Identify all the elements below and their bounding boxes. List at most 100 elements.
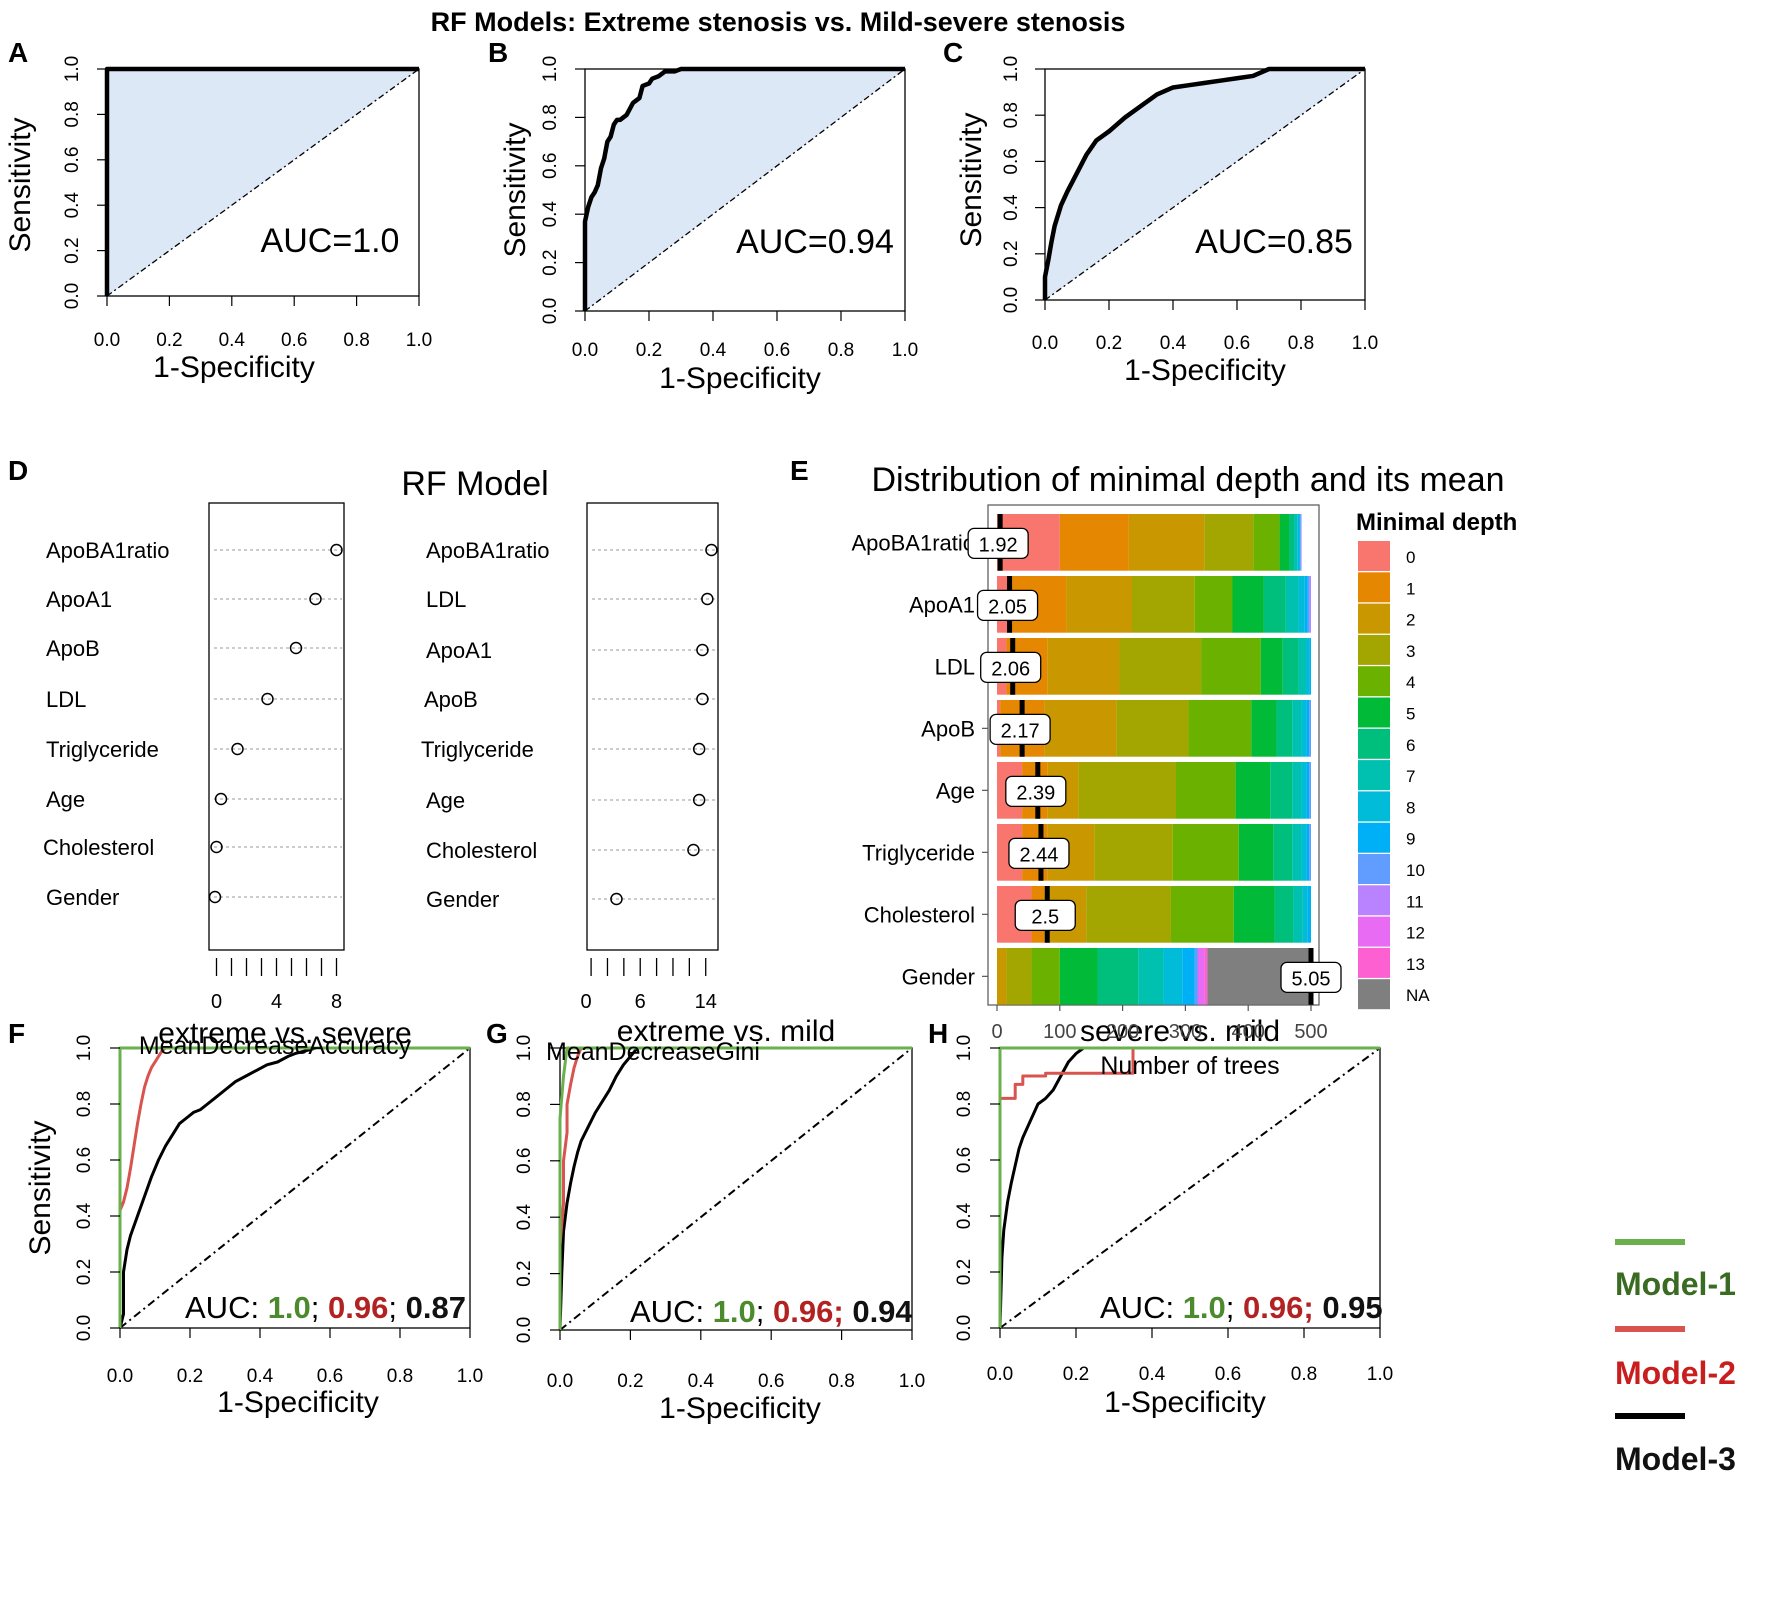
- auc-label-B: AUC=0.94: [736, 223, 894, 261]
- x-tick-label: 0.4: [219, 330, 246, 351]
- variable-label: ApoA1: [909, 592, 975, 617]
- stack-segment-depth-6: [1289, 514, 1295, 571]
- x-tick-label: 0.8: [1291, 1364, 1317, 1385]
- mean-depth-box: [989, 713, 1051, 745]
- legend-title: Minimal depth: [1356, 509, 1517, 536]
- legend-swatch-0: [1358, 541, 1390, 571]
- y-tick-label: 0.0: [540, 298, 561, 324]
- stack-segment-depth-10: [1307, 576, 1310, 633]
- y-tick-label: 1.0: [74, 1035, 95, 1061]
- legend-label: 1: [1406, 579, 1415, 598]
- y-tick-label: 0.0: [74, 1315, 95, 1341]
- panel-letter-G: G: [486, 1018, 508, 1049]
- auc-label-H: AUC: 1.0; 0.96; 0.95: [1100, 1290, 1383, 1325]
- mean-depth-box: [976, 589, 1039, 621]
- auc-separator: [844, 1294, 853, 1329]
- panel-title-D: RF Model: [401, 465, 548, 503]
- variable-label: Triglyceride: [46, 737, 159, 762]
- y-tick-label: 0.2: [514, 1260, 535, 1286]
- stack-segment-depth-2: [1066, 576, 1133, 633]
- mean-depth-box: [980, 651, 1042, 683]
- y-tick-label: 0.4: [514, 1204, 535, 1231]
- y-tick-label: 0.6: [62, 147, 83, 173]
- y-tick-label: 0.2: [62, 237, 83, 263]
- stack-segment-depth-4: [1031, 948, 1060, 1005]
- y-axis-title-A: Sensitivity: [4, 117, 37, 252]
- x-tick-label: 0.2: [1096, 333, 1122, 354]
- stack-segment-depth-8: [1297, 514, 1300, 571]
- stack-segment-depth-11: [1309, 576, 1311, 633]
- panel-letter-B: B: [488, 37, 508, 68]
- model-legend-label-2: Model-2: [1615, 1355, 1736, 1391]
- y-tick-label: 0.0: [1001, 287, 1022, 313]
- dot-point: [687, 843, 700, 857]
- y-tick-label: 1.0: [954, 1035, 975, 1061]
- variable-label: Triglyceride: [862, 840, 975, 865]
- auc-value-model-2: 0.96;: [773, 1294, 844, 1329]
- stack-segment-depth-6: [1273, 824, 1293, 881]
- stack-segment-depth-4: [1172, 824, 1239, 881]
- x-tick-label: 200: [1106, 1021, 1139, 1043]
- variable-label: Age: [936, 778, 975, 803]
- legend-label: 0: [1406, 548, 1415, 567]
- x-tick-label: 0.6: [1215, 1364, 1241, 1385]
- panel-letter-H: H: [928, 1018, 948, 1049]
- variable-label: Cholesterol: [426, 838, 537, 863]
- auc-value-model-2: 0.96;: [1243, 1290, 1314, 1325]
- x-tick-label: 0.4: [700, 340, 727, 361]
- stack-segment-depth-2: [1044, 700, 1117, 757]
- x-tick-label: 0.8: [343, 330, 369, 351]
- x-tick-label: 0: [991, 1021, 1002, 1043]
- chance-diagonal-C: [1044, 68, 1366, 301]
- x-tick-label: 1.0: [1367, 1364, 1393, 1385]
- stack-segment-depth-11: [1300, 514, 1302, 571]
- y-tick-label: 0.6: [74, 1147, 95, 1173]
- legend-swatch-1: [1358, 572, 1390, 603]
- x-tick-label: 0.6: [281, 330, 307, 351]
- y-tick-label: 0.2: [540, 249, 561, 275]
- model-legend-label-1: Model-1: [1615, 1266, 1736, 1302]
- x-tick-label: 0.6: [1224, 333, 1250, 354]
- chance-diagonal-F: [119, 1047, 471, 1329]
- variable-label: ApoBA1ratio: [426, 538, 550, 563]
- y-tick-label: 0.4: [540, 201, 561, 228]
- auc-label-F: AUC: 1.0; 0.96; 0.87: [185, 1290, 466, 1325]
- panel-title-F: extreme vs. severe: [158, 1017, 411, 1050]
- stack-segment-depth-7: [1293, 886, 1303, 943]
- legend-label: 3: [1406, 642, 1415, 661]
- y-tick-label: 0.0: [62, 283, 83, 309]
- chance-diagonal-G: [559, 1047, 913, 1331]
- panel-title-E: Distribution of minimal depth and its me…: [871, 461, 1504, 499]
- auc-value-model-2: 0.96: [328, 1290, 388, 1325]
- stack-segment-depth-7: [1298, 638, 1306, 695]
- legend-swatch-6: [1358, 728, 1390, 759]
- x-axis-title-D2: MeanDecreaseGini: [546, 1038, 760, 1066]
- y-tick-label: 0.8: [540, 104, 561, 130]
- stack-segment-depth-7: [1285, 576, 1299, 633]
- stack-segment-depth-8: [1301, 762, 1307, 819]
- dot-point: [210, 840, 223, 854]
- roc-line-B-roc: [582, 66, 905, 311]
- y-tick-label: 0.2: [954, 1259, 975, 1285]
- stack-segment-depth-5: [1238, 824, 1274, 881]
- stack-segment-depth-1: [1059, 514, 1129, 571]
- mean-depth-box: [967, 527, 1029, 559]
- x-axis-title-F: 1-Specificity: [217, 1386, 379, 1419]
- x-axis-title-H: 1-Specificity: [1104, 1386, 1266, 1419]
- x-axis-title-E: Number of trees: [1100, 1052, 1279, 1080]
- x-tick-label: 0.8: [828, 340, 854, 361]
- stack-segment-depth-7: [1138, 948, 1164, 1005]
- x-tick-label: 0.0: [572, 340, 598, 361]
- mean-depth-box: [1280, 961, 1342, 993]
- stack-segment-depth-3: [1086, 886, 1171, 943]
- variable-label: ApoBA1ratio: [46, 538, 170, 563]
- legend-label: 4: [1406, 673, 1415, 692]
- variable-label: Triglyceride: [421, 737, 534, 762]
- x-axis-title-A: 1-Specificity: [153, 351, 315, 384]
- y-tick-label: 0.8: [514, 1091, 535, 1117]
- chance-diagonal-H: [999, 1047, 1381, 1329]
- stack-segment-depth-8: [1301, 824, 1307, 881]
- mean-depth-label: 2.39: [1016, 782, 1055, 804]
- x-tick-label: 1.0: [899, 1371, 925, 1392]
